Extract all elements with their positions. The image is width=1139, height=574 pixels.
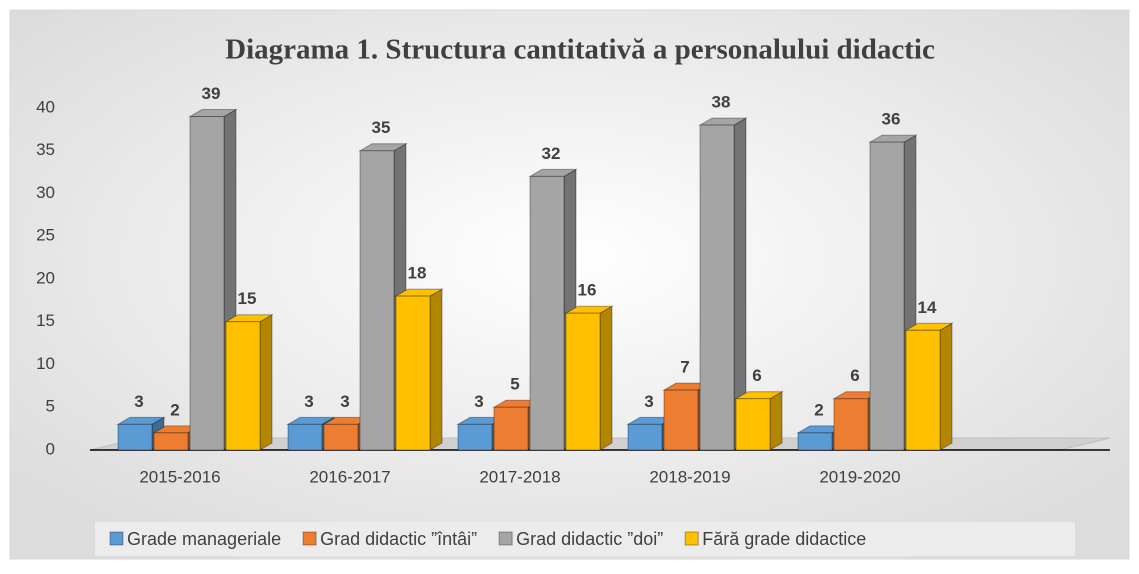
y-tick-label: 30: [36, 183, 55, 202]
legend-swatch: [302, 531, 317, 546]
legend-label: Grad didactic ”doi”: [516, 529, 663, 549]
bar-front: [627, 423, 663, 451]
bar-front: [663, 389, 699, 451]
legend-box: [95, 522, 1075, 556]
bar-front: [359, 150, 395, 451]
y-tick-label: 15: [36, 311, 55, 330]
data-label: 39: [202, 84, 221, 103]
bar: [564, 305, 614, 451]
legend-label: Grade manageriale: [127, 529, 281, 549]
data-label: 2: [814, 400, 823, 419]
data-label: 16: [578, 281, 597, 300]
data-label: 6: [850, 366, 859, 385]
bar-front: [153, 432, 189, 451]
y-tick-label: 40: [36, 97, 55, 116]
data-label: 35: [372, 118, 391, 137]
data-label: 14: [918, 298, 937, 317]
bar-front: [797, 432, 833, 451]
data-label: 3: [304, 392, 313, 411]
bar: [734, 390, 784, 451]
x-tick-label: 2019-2020: [819, 467, 900, 486]
bar-front: [735, 398, 771, 451]
y-tick-label: 5: [46, 397, 55, 416]
bar-front: [493, 406, 529, 451]
bar-front: [189, 116, 225, 451]
data-label: 3: [474, 392, 483, 411]
legend-swatch: [498, 531, 513, 546]
x-tick-label: 2015-2016: [139, 467, 220, 486]
data-label: 3: [340, 392, 349, 411]
y-tick-label: 10: [36, 354, 55, 373]
bar-front: [287, 423, 323, 451]
bar-front: [905, 329, 941, 451]
bar-front: [529, 175, 565, 451]
legend-swatch: [684, 531, 699, 546]
legend-label: Grad didactic ”întâi”: [320, 529, 477, 549]
data-label: 15: [238, 289, 257, 308]
bar-side-shade: [430, 289, 442, 450]
y-tick-label: 0: [46, 439, 55, 458]
legend-label: Fără grade didactice: [702, 529, 866, 549]
x-tick-label: 2018-2019: [649, 467, 730, 486]
bar-front: [225, 321, 261, 451]
bar-front: [117, 423, 153, 451]
bar-front: [869, 141, 905, 451]
bar-front: [457, 423, 493, 451]
data-label: 32: [542, 144, 561, 163]
y-tick-label: 20: [36, 268, 55, 287]
bar: [224, 313, 274, 451]
bar: [698, 117, 748, 451]
data-label: 7: [680, 358, 689, 377]
bar-side-shade: [770, 391, 782, 450]
chart-title: Diagrama 1. Structura cantitativă a pers…: [225, 34, 935, 66]
x-tick-label: 2017-2018: [479, 467, 560, 486]
y-tick-label: 35: [36, 140, 55, 159]
data-label: 3: [644, 392, 653, 411]
data-label: 5: [510, 375, 519, 394]
data-label: 6: [752, 366, 761, 385]
bar: [904, 322, 954, 451]
bar-front: [699, 124, 735, 451]
data-label: 3: [134, 392, 143, 411]
bar-front: [395, 295, 431, 451]
bar-front: [565, 312, 601, 451]
data-label: 38: [712, 93, 731, 112]
x-tick-label: 2016-2017: [309, 467, 390, 486]
bar-front: [323, 423, 359, 451]
data-label: 2: [170, 400, 179, 419]
legend-swatch: [109, 531, 124, 546]
bar-side-shade: [600, 306, 612, 450]
data-label: 18: [408, 264, 427, 283]
data-label: 36: [882, 110, 901, 129]
bar-front: [833, 398, 869, 451]
bar-side-shade: [734, 118, 746, 450]
y-tick-label: 25: [36, 226, 55, 245]
bar: [394, 288, 444, 451]
bar-side-shade: [940, 323, 952, 450]
bar-side-shade: [260, 314, 272, 450]
